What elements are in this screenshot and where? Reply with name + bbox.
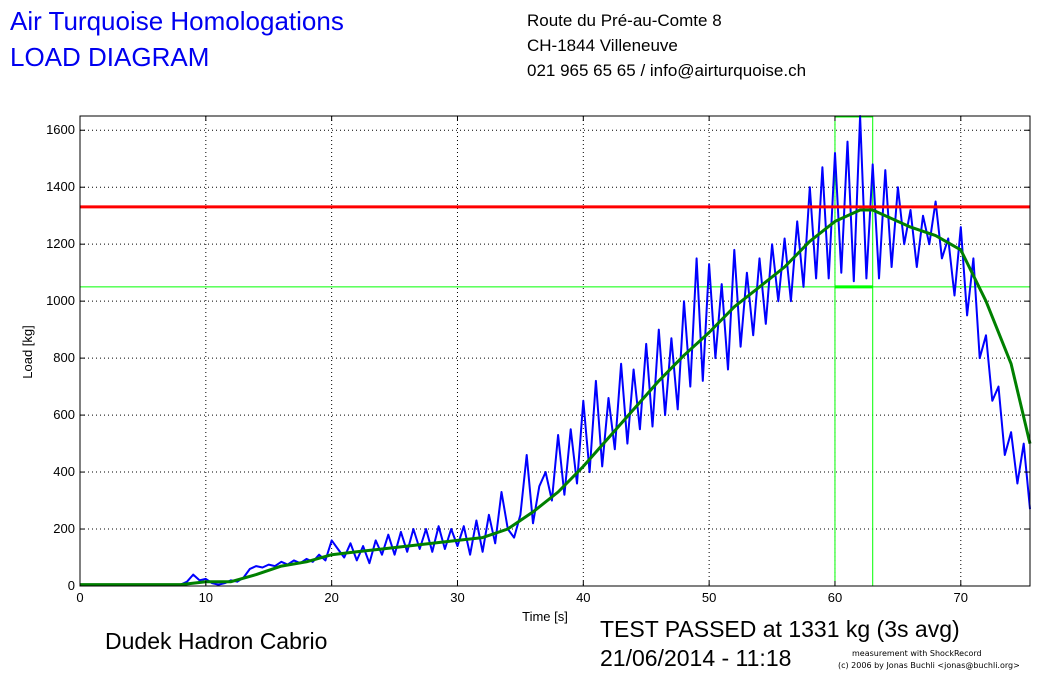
credit-measurement: measurement with ShockRecord	[852, 649, 982, 658]
y-tick-label: 1600	[46, 122, 75, 137]
x-tick-label: 50	[702, 590, 716, 605]
report-title: Air Turquoise Homologations	[10, 6, 344, 36]
y-tick-label: 0	[68, 578, 75, 593]
x-tick-label: 20	[324, 590, 338, 605]
x-tick-label: 70	[954, 590, 968, 605]
y-tick-label: 400	[53, 464, 75, 479]
plot-frame	[79, 115, 1031, 587]
address-city: CH-1844 Villeneuve	[527, 36, 678, 55]
test-result: TEST PASSED at 1331 kg (3s avg)	[600, 616, 960, 642]
address-contact: 021 965 65 65 / info@airturquoise.ch	[527, 61, 807, 80]
y-tick-label: 1200	[46, 236, 75, 251]
y-axis-label: Load [kg]	[20, 325, 35, 379]
axes: 0 10 20 30 40 50 60 70 0 200 400 600 800 1000 1200 1400…	[46, 115, 1031, 605]
x-tick-label: 10	[199, 590, 213, 605]
y-tick-label: 1000	[46, 293, 75, 308]
series-lines	[80, 115, 1032, 587]
x-tick-label: 0	[76, 590, 83, 605]
y-tick-label: 800	[53, 350, 75, 365]
y-tick-label: 600	[53, 407, 75, 422]
x-tick-label: 30	[450, 590, 464, 605]
address-street: Route du Pré-au-Comte 8	[527, 11, 722, 30]
grid	[80, 116, 1030, 586]
x-axis-label: Time [s]	[522, 609, 568, 624]
test-datetime: 21/06/2014 - 11:18	[600, 645, 792, 671]
report-subtitle: LOAD DIAGRAM	[10, 42, 210, 72]
y-tick-label: 200	[53, 521, 75, 536]
credit-author: (c) 2006 by Jonas Buchli <jonas@buchli.o…	[838, 661, 1020, 670]
glider-name: Dudek Hadron Cabrio	[105, 628, 328, 654]
reference-lines	[80, 116, 1030, 586]
y-tick-label: 1400	[46, 179, 75, 194]
plot-background	[80, 116, 1030, 586]
x-tick-label: 40	[576, 590, 590, 605]
average-load-series	[80, 208, 1032, 587]
x-tick-label: 60	[828, 590, 842, 605]
